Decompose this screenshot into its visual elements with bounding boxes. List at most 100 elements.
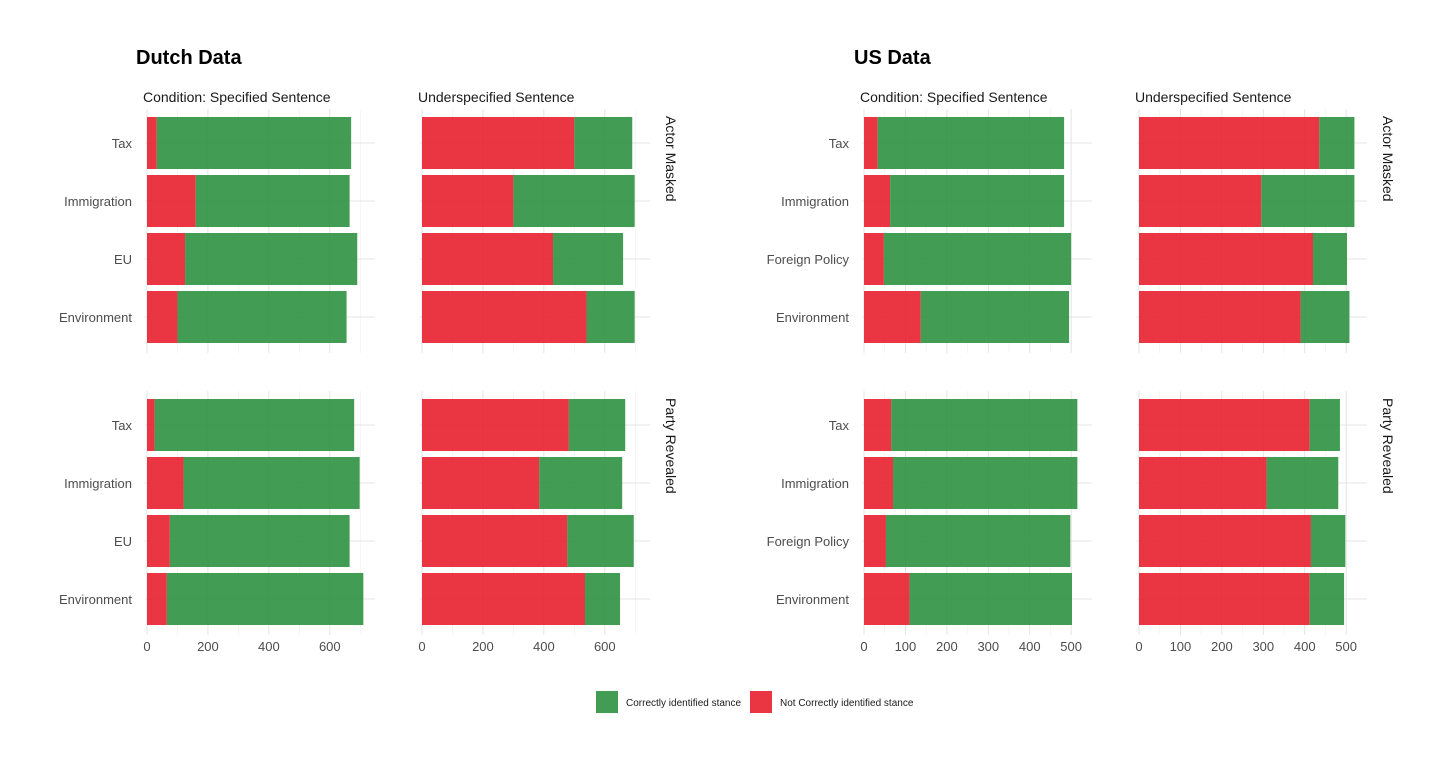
- bar-correct: [877, 117, 1065, 169]
- y-tick-label: Foreign Policy: [767, 534, 850, 549]
- facet-panel: 0 200 400 600: [418, 391, 650, 654]
- x-tick-label: 100: [895, 639, 917, 654]
- y-tick-label: Environment: [776, 310, 849, 325]
- bar-correct: [195, 175, 350, 227]
- bar-incorrect: [422, 573, 586, 625]
- x-tick-label: 0: [860, 639, 867, 654]
- bar-correct: [1309, 573, 1345, 625]
- bar-correct: [1309, 399, 1340, 451]
- bar-incorrect: [1139, 573, 1310, 625]
- legend-swatch: [596, 691, 618, 713]
- bar-incorrect: [864, 233, 884, 285]
- x-tick-label: 300: [977, 639, 999, 654]
- bar-incorrect: [422, 291, 587, 343]
- bar-correct: [183, 457, 360, 509]
- bar-incorrect: [147, 175, 196, 227]
- bar-correct: [568, 399, 626, 451]
- bar-correct: [539, 457, 623, 509]
- bar-incorrect: [1139, 457, 1267, 509]
- bar-correct: [1310, 515, 1346, 567]
- y-tick-label: Immigration: [781, 194, 849, 209]
- bar-incorrect: [864, 457, 894, 509]
- bar-correct: [156, 117, 352, 169]
- y-tick-label: Tax: [112, 418, 133, 433]
- bar-incorrect: [1139, 399, 1310, 451]
- bar-correct: [567, 515, 634, 567]
- y-tick-label: Environment: [59, 310, 132, 325]
- bar-correct: [1266, 457, 1339, 509]
- x-tick-label: 200: [472, 639, 494, 654]
- facet-panel: Tax Immigration EU Environment 0 200 400 600: [59, 391, 375, 654]
- bar-correct: [154, 399, 355, 451]
- y-tick-label: Environment: [59, 592, 132, 607]
- bar-incorrect: [864, 573, 910, 625]
- bar-incorrect: [422, 117, 575, 169]
- y-tick-label: Tax: [829, 418, 850, 433]
- bar-incorrect: [864, 175, 891, 227]
- x-tick-label: 100: [1170, 639, 1192, 654]
- chart-title: US Data: [854, 47, 932, 69]
- bar-correct: [585, 573, 621, 625]
- x-tick-label: 400: [533, 639, 555, 654]
- bar-incorrect: [1139, 233, 1314, 285]
- x-tick-label: 600: [319, 639, 341, 654]
- y-tick-label: Foreign Policy: [767, 252, 850, 267]
- facet-panel: [420, 109, 650, 353]
- bar-incorrect: [147, 117, 157, 169]
- bar-correct: [883, 233, 1072, 285]
- bar-correct: [891, 399, 1078, 451]
- x-tick-label: 400: [1294, 639, 1316, 654]
- y-tick-label: Tax: [829, 136, 850, 151]
- bar-correct: [169, 515, 350, 567]
- bar-correct: [553, 233, 624, 285]
- bar-correct: [909, 573, 1072, 625]
- bar-correct: [185, 233, 358, 285]
- bar-correct: [166, 573, 364, 625]
- bar-incorrect: [422, 233, 554, 285]
- chart-title: Dutch Data: [136, 47, 242, 69]
- facet-panel: Tax Immigration Foreign Policy Environment: [767, 109, 1092, 353]
- chart-group-1: US Data Condition: Specified Sentence Unde…: [767, 47, 1396, 654]
- column-strip-label: Condition: Specified Sentence: [860, 89, 1048, 105]
- bar-correct: [1300, 291, 1350, 343]
- bar-incorrect: [422, 457, 540, 509]
- bar-incorrect: [864, 399, 892, 451]
- bar-incorrect: [864, 117, 878, 169]
- x-tick-label: 500: [1060, 639, 1082, 654]
- bar-incorrect: [147, 515, 170, 567]
- x-tick-label: 0: [418, 639, 425, 654]
- bar-correct: [1261, 175, 1355, 227]
- x-tick-label: 300: [1252, 639, 1274, 654]
- bar-correct: [513, 175, 635, 227]
- legend-label: Not Correctly identified stance: [780, 698, 914, 709]
- x-tick-label: 400: [1019, 639, 1041, 654]
- y-tick-label: Environment: [776, 592, 849, 607]
- row-strip-label: Party Revealed: [663, 398, 679, 494]
- x-tick-label: 200: [1211, 639, 1233, 654]
- y-tick-label: EU: [114, 252, 132, 267]
- y-tick-label: Tax: [112, 136, 133, 151]
- bar-correct: [885, 515, 1071, 567]
- bar-incorrect: [147, 457, 184, 509]
- bar-incorrect: [1139, 515, 1311, 567]
- chart-group-0: Dutch Data Condition: Specified Sentence U…: [59, 47, 679, 654]
- x-tick-label: 600: [594, 639, 616, 654]
- y-tick-label: EU: [114, 534, 132, 549]
- bar-correct: [586, 291, 635, 343]
- row-strip-label: Actor Masked: [1380, 116, 1396, 202]
- y-tick-label: Immigration: [64, 194, 132, 209]
- row-strip-label: Actor Masked: [663, 116, 679, 202]
- bar-correct: [893, 457, 1078, 509]
- bar-correct: [574, 117, 633, 169]
- bar-incorrect: [1139, 291, 1301, 343]
- bar-incorrect: [422, 515, 568, 567]
- bar-correct: [1319, 117, 1355, 169]
- bar-incorrect: [422, 399, 569, 451]
- facet-panel: [1137, 109, 1367, 353]
- x-tick-label: 0: [143, 639, 150, 654]
- bar-incorrect: [864, 515, 886, 567]
- x-tick-label: 200: [936, 639, 958, 654]
- column-strip-label: Condition: Specified Sentence: [143, 89, 331, 105]
- column-strip-label: Underspecified Sentence: [418, 89, 575, 105]
- bar-correct: [890, 175, 1065, 227]
